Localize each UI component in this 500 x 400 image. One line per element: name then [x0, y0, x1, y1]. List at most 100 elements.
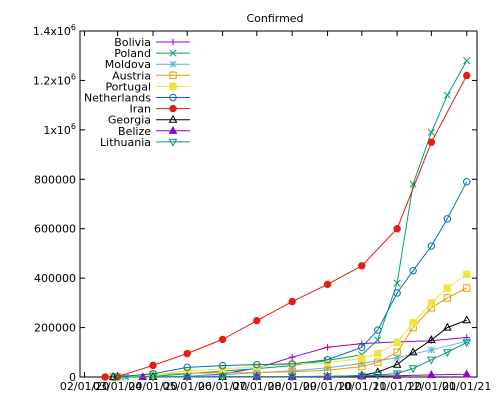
data-point	[149, 361, 157, 370]
data-point	[392, 370, 402, 379]
data-point	[427, 299, 436, 307]
y-tick-label: 1.2x106	[33, 72, 76, 87]
data-point	[427, 335, 436, 343]
data-point	[169, 82, 177, 91]
series-line	[114, 181, 468, 378]
data-point	[148, 372, 158, 381]
x-tick-label: 04/01/20	[128, 380, 177, 393]
y-tick-label: 0	[69, 371, 76, 384]
legend-item-belize: Belize	[118, 125, 190, 138]
data-point	[443, 284, 452, 292]
x-tick-label: 11/01/20	[372, 380, 421, 393]
data-point	[358, 343, 366, 352]
legend-label: Portugal	[105, 80, 151, 93]
data-point	[462, 339, 472, 348]
legend-label: Moldova	[105, 58, 151, 71]
data-point	[463, 284, 471, 292]
data-point	[169, 104, 177, 113]
legend-label: Austria	[112, 69, 151, 82]
data-point	[253, 360, 261, 369]
series-netherlands	[110, 178, 471, 381]
x-tick-label: 12/01/20	[407, 380, 456, 393]
data-point	[169, 71, 177, 79]
x-tick-label: 03/01/20	[93, 380, 142, 393]
legend-item-iran: Iran	[130, 103, 190, 116]
data-point	[393, 279, 401, 287]
data-point	[324, 364, 332, 372]
data-point	[169, 49, 177, 57]
y-tick-label: 800000	[34, 173, 76, 186]
data-point	[358, 354, 366, 363]
legend-label: Lithuania	[100, 136, 151, 149]
data-point	[358, 262, 366, 270]
x-tick-label: 09/01/20	[303, 380, 352, 393]
x-tick-label: 01/01/21	[442, 380, 491, 393]
data-point	[218, 361, 227, 370]
legend-label: Belize	[118, 125, 151, 138]
data-point	[374, 336, 382, 344]
data-point	[463, 178, 471, 186]
x-tick-label: 06/01/20	[198, 380, 247, 393]
y-tick-label: 200000	[34, 322, 76, 335]
y-tick-label: 600000	[34, 223, 76, 236]
data-point	[393, 289, 401, 297]
data-point	[168, 125, 178, 134]
data-point	[443, 294, 452, 302]
y-tick-label: 1x106	[43, 122, 76, 137]
data-point	[442, 349, 452, 358]
x-tick-label: 02/01/20	[60, 380, 109, 393]
legend-label: Georgia	[108, 114, 151, 127]
legend-item-portugal: Portugal	[105, 80, 190, 93]
data-point	[169, 60, 177, 68]
data-point	[442, 322, 452, 331]
data-point	[409, 267, 417, 275]
data-point	[358, 340, 365, 347]
data-point	[408, 365, 418, 374]
data-point	[463, 270, 471, 279]
data-point	[219, 371, 227, 379]
data-point	[462, 369, 472, 378]
data-point	[101, 373, 109, 381]
y-tick-label: 1.4x106	[33, 23, 76, 38]
series-lithuania	[110, 339, 472, 382]
legend-item-bolivia: Bolivia	[114, 36, 190, 49]
data-point	[374, 326, 382, 334]
legend-label: Netherlands	[84, 92, 151, 105]
legend-item-georgia: Georgia	[108, 114, 190, 127]
data-point	[288, 297, 296, 306]
legend-item-netherlands: Netherlands	[84, 92, 190, 105]
data-point	[182, 373, 192, 382]
data-point	[393, 354, 401, 362]
axis-ticks: 0 200000 400000 600000 800000 1x106 1.2x106 1.4…	[33, 23, 492, 393]
legend-item-moldova: Moldova	[105, 58, 190, 71]
series-iran	[101, 71, 471, 381]
data-point	[252, 373, 262, 382]
data-point	[169, 93, 177, 102]
legend-label: Iran	[130, 103, 152, 116]
data-point	[427, 356, 436, 365]
data-point	[463, 57, 471, 65]
data-point	[358, 362, 366, 371]
x-tick-label: 08/01/20	[267, 380, 316, 393]
legend-label: Bolivia	[114, 36, 151, 49]
data-point	[427, 346, 435, 354]
data-point	[443, 91, 451, 99]
data-point	[218, 373, 227, 382]
data-point	[288, 367, 296, 375]
data-point	[323, 280, 332, 289]
series-line	[105, 75, 468, 378]
data-point	[323, 356, 332, 364]
data-point	[288, 354, 296, 361]
data-point	[373, 371, 383, 380]
y-tick-label: 400000	[34, 272, 76, 285]
data-point	[323, 373, 332, 382]
legend-item-lithuania: Lithuania	[100, 136, 190, 149]
data-point	[392, 359, 402, 368]
legend-item-poland: Poland	[114, 47, 190, 60]
x-tick-label: 05/01/20	[163, 380, 212, 393]
data-point	[463, 71, 471, 80]
data-point	[324, 344, 331, 351]
chart-title: Confirmed	[246, 12, 303, 25]
series-layer	[101, 57, 472, 382]
data-point	[393, 225, 401, 233]
